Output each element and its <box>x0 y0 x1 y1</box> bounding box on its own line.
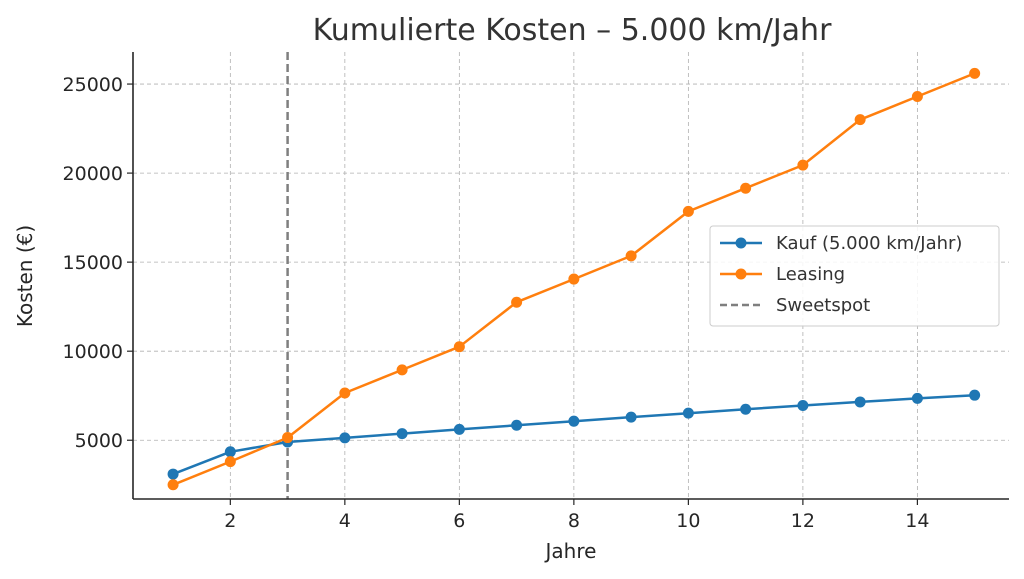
data-point-kauf <box>969 389 981 401</box>
data-point-leasing <box>224 456 236 468</box>
x-axis-title: Jahre <box>544 539 597 563</box>
data-point-kauf <box>911 392 923 404</box>
legend-label-kauf: Kauf (5.000 km/Jahr) <box>776 233 962 254</box>
chart-title: Kumulierte Kosten – 5.000 km/Jahr <box>313 13 832 48</box>
legend-label-leasing: Leasing <box>776 264 845 285</box>
x-tick-label: 2 <box>224 510 236 532</box>
data-point-kauf <box>797 400 809 412</box>
data-point-kauf <box>682 407 694 419</box>
data-point-kauf <box>740 403 752 415</box>
data-point-leasing <box>396 364 408 376</box>
data-point-leasing <box>969 67 981 79</box>
data-point-leasing <box>740 182 752 194</box>
data-point-leasing <box>167 479 179 491</box>
data-point-kauf <box>854 396 866 408</box>
x-tick-label: 10 <box>676 510 700 532</box>
data-point-leasing <box>453 341 465 353</box>
data-point-kauf <box>167 468 179 480</box>
data-point-leasing <box>568 273 580 285</box>
y-axis-title: Kosten (€) <box>13 225 37 327</box>
series-leasing <box>167 67 981 491</box>
data-point-kauf <box>396 428 408 440</box>
x-tick-label: 6 <box>453 510 465 532</box>
x-tick-label: 8 <box>568 510 580 532</box>
data-point-leasing <box>854 114 866 126</box>
legend: Kauf (5.000 km/Jahr) Leasing Sweetspot <box>709 225 1000 327</box>
data-point-leasing <box>682 205 694 217</box>
x-tick-label: 4 <box>339 510 351 532</box>
data-point-leasing <box>282 432 294 444</box>
data-point-kauf <box>339 432 351 444</box>
data-point-kauf <box>224 446 236 458</box>
y-tick-label: 20000 <box>63 163 123 185</box>
data-point-kauf <box>625 411 637 423</box>
data-point-leasing <box>797 159 809 171</box>
legend-label-sweetspot: Sweetspot <box>776 295 870 316</box>
data-point-leasing <box>339 387 351 399</box>
data-point-kauf <box>453 423 465 435</box>
y-tick-label: 5000 <box>75 430 123 452</box>
x-tick-label: 12 <box>791 510 815 532</box>
data-point-kauf <box>511 419 523 431</box>
x-tick-label: 14 <box>905 510 929 532</box>
tick-layer: 2 4 6 8 10 12 14 5000 10000 15000 20000 25000 <box>63 74 930 532</box>
axes <box>132 52 1009 500</box>
y-tick-label: 25000 <box>63 74 123 96</box>
legend-box <box>709 225 1000 327</box>
legend-marker-leasing <box>735 268 747 280</box>
y-tick-label: 10000 <box>63 341 123 363</box>
data-point-leasing <box>911 91 923 103</box>
data-point-kauf <box>568 415 580 427</box>
y-tick-label: 15000 <box>63 252 123 274</box>
legend-marker-kauf <box>735 237 747 249</box>
data-point-leasing <box>625 250 637 262</box>
data-point-leasing <box>511 296 523 308</box>
series-layer <box>167 67 981 491</box>
